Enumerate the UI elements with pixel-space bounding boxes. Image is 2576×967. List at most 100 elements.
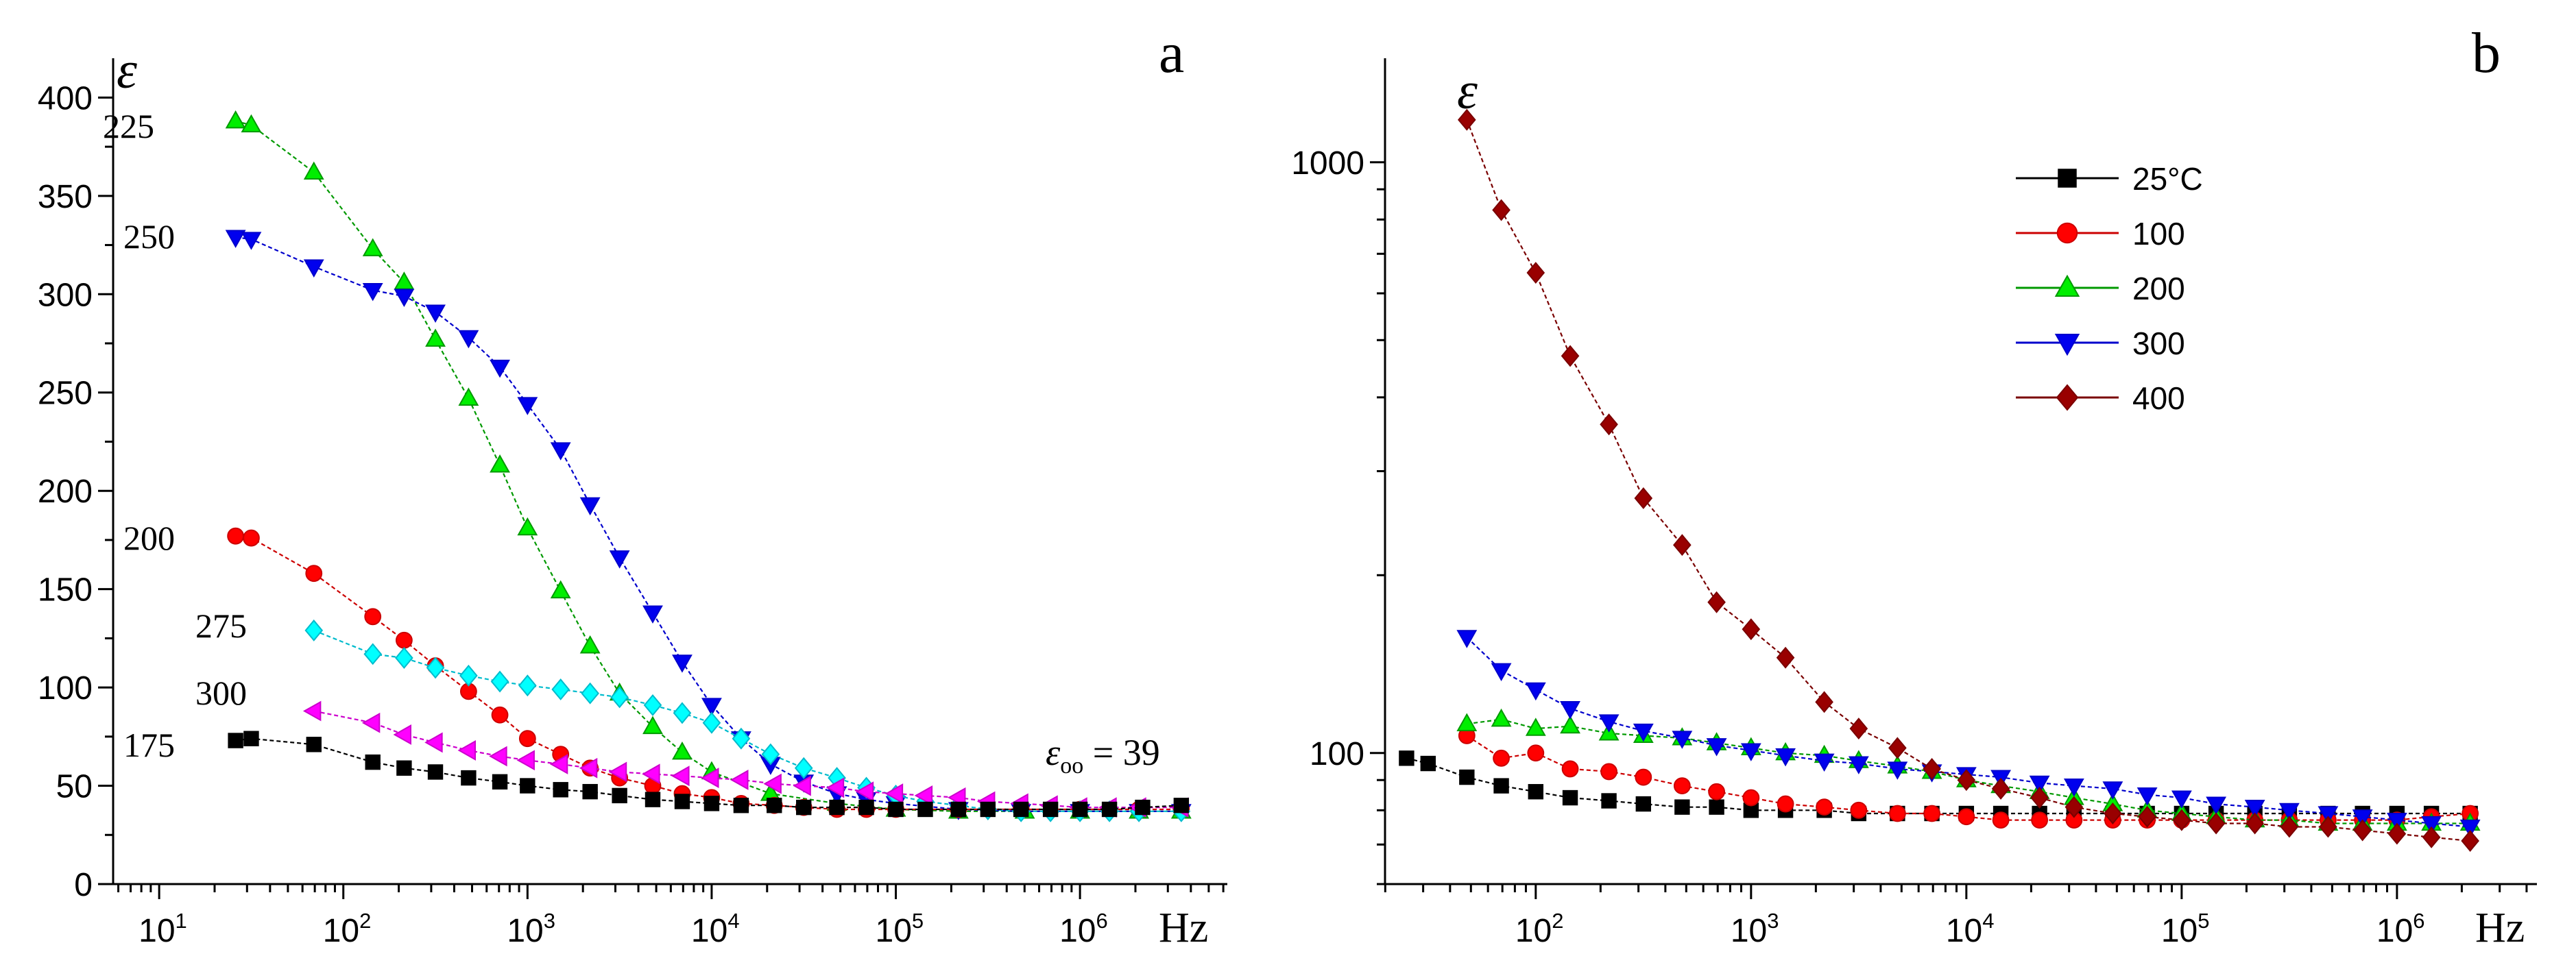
data-point xyxy=(489,746,507,767)
data-point xyxy=(516,750,535,771)
series-line xyxy=(1466,637,2470,828)
legend-entry: 25°C xyxy=(2132,161,2203,197)
data-point xyxy=(609,550,630,569)
data-point xyxy=(1742,789,1760,807)
x-tick-label: 102 xyxy=(323,909,372,949)
data-point xyxy=(490,670,509,693)
data-point xyxy=(1635,768,1652,786)
data-point xyxy=(1814,753,1835,772)
series-225 xyxy=(225,110,1192,819)
data-point xyxy=(1456,713,1478,731)
data-point xyxy=(1816,798,1833,816)
series-line xyxy=(235,236,1181,812)
data-point xyxy=(490,359,510,378)
data-point xyxy=(1173,798,1190,813)
data-point xyxy=(917,801,933,818)
data-point xyxy=(673,702,692,724)
data-point xyxy=(1706,738,1727,757)
data-point xyxy=(549,754,568,774)
data-point xyxy=(2421,816,2442,835)
data-point xyxy=(461,770,477,786)
data-point xyxy=(645,792,661,807)
data-point xyxy=(2459,819,2481,838)
data-point xyxy=(914,785,933,806)
series-label-175: 175 xyxy=(123,726,175,764)
y-tick-label: 0 xyxy=(74,867,93,903)
data-point xyxy=(1491,708,1512,727)
data-point xyxy=(1492,199,1510,221)
data-point xyxy=(1673,534,1692,556)
data-point xyxy=(1634,487,1653,509)
x-tick-label: 101 xyxy=(139,909,187,949)
data-point xyxy=(1527,744,1545,762)
data-point xyxy=(2136,787,2158,806)
series-line xyxy=(1466,119,2470,842)
data-point xyxy=(1635,796,1652,812)
data-point xyxy=(1101,801,1118,818)
y-tick-label: 150 xyxy=(38,572,93,609)
data-point xyxy=(362,282,383,302)
data-point xyxy=(2422,826,2441,848)
data-point xyxy=(2063,779,2084,797)
series-175 xyxy=(228,731,1190,818)
data-point xyxy=(302,700,322,722)
legend-entry: 400 xyxy=(2132,380,2185,416)
data-point xyxy=(1072,801,1088,818)
data-point xyxy=(1776,646,1795,669)
data-point xyxy=(2138,805,2156,828)
data-point xyxy=(1992,811,2010,829)
data-point xyxy=(1708,783,1725,800)
data-point xyxy=(424,732,443,753)
data-point xyxy=(1526,262,1545,284)
data-point xyxy=(425,304,446,323)
x-tick-label: 103 xyxy=(507,909,555,949)
data-point xyxy=(550,442,571,461)
legend-marker xyxy=(2054,274,2080,297)
x-tick-label: 104 xyxy=(1946,909,1995,949)
data-point xyxy=(1740,743,1761,761)
data-point xyxy=(1525,718,1546,736)
data-point xyxy=(1042,801,1059,818)
legend-marker xyxy=(2054,334,2080,356)
data-point xyxy=(1598,714,1620,733)
data-point xyxy=(1888,805,1906,822)
data-point xyxy=(1456,630,1478,648)
data-point xyxy=(305,565,323,583)
x-tick-label: 105 xyxy=(876,909,924,949)
data-point xyxy=(2278,803,2300,822)
series-label-225: 225 xyxy=(103,107,154,145)
data-point xyxy=(672,654,693,673)
data-point xyxy=(304,619,324,641)
data-point xyxy=(608,761,627,783)
data-point xyxy=(303,259,324,278)
data-point xyxy=(703,796,720,811)
data-point xyxy=(1013,801,1029,818)
legend-entry: 300 xyxy=(2132,326,2185,361)
data-point xyxy=(730,770,749,790)
data-point xyxy=(395,647,413,670)
data-point xyxy=(225,110,246,129)
data-point xyxy=(826,777,845,798)
data-point xyxy=(980,801,996,818)
data-point xyxy=(1848,756,1869,774)
data-point xyxy=(2353,819,2372,842)
data-point xyxy=(364,608,382,626)
data-point xyxy=(1420,755,1436,772)
series-label-275: 275 xyxy=(195,607,247,645)
data-point xyxy=(642,605,663,624)
data-point xyxy=(1561,760,1579,778)
series-line xyxy=(313,629,1181,812)
data-point xyxy=(1493,749,1510,767)
data-point xyxy=(612,787,627,804)
data-point xyxy=(2104,803,2122,824)
y-tick-label: 350 xyxy=(38,179,93,215)
data-point xyxy=(579,757,598,779)
data-point xyxy=(1135,799,1151,816)
data-point xyxy=(761,743,780,766)
data-point xyxy=(427,764,444,780)
data-point xyxy=(2244,800,2265,818)
data-point xyxy=(459,664,478,687)
data-point xyxy=(393,724,411,745)
data-point xyxy=(1849,718,1868,740)
